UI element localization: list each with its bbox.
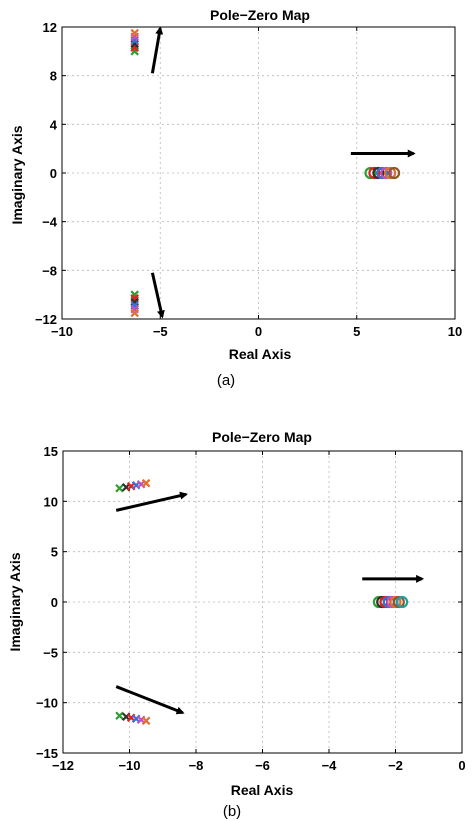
chart-title: Pole−Zero Map	[210, 7, 310, 23]
pole-marker	[115, 711, 124, 721]
y-tick-label: 8	[50, 69, 57, 84]
zero-marker	[376, 166, 389, 180]
y-tick-label: 15	[44, 444, 58, 459]
x-axis-label: Real Axis	[229, 346, 292, 362]
y-tick-label: −12	[35, 312, 57, 327]
x-tick-label: 0	[458, 758, 465, 773]
x-tick-label: −6	[255, 758, 270, 773]
x-tick-label: −10	[118, 758, 140, 773]
y-tick-label: −15	[36, 746, 58, 761]
pole-marker	[115, 483, 124, 493]
x-tick-label: −10	[51, 324, 73, 339]
zero-marker	[364, 166, 377, 180]
zero-marker	[384, 166, 397, 180]
chart-panel-b: Pole−Zero Map Real Axis Imaginary Axis (…	[7, 429, 466, 820]
trend-arrow	[115, 685, 185, 715]
y-tick-label: 0	[51, 595, 58, 610]
pole-marker	[141, 478, 151, 488]
trend-arrow	[150, 26, 164, 74]
y-tick-label: −5	[43, 645, 58, 660]
trend-arrow	[150, 272, 165, 319]
trend-arrow	[115, 491, 188, 512]
chart-title: Pole−Zero Map	[212, 429, 312, 445]
y-axis-label: Imaginary Axis	[9, 125, 25, 224]
x-tick-label: −5	[153, 324, 168, 339]
y-tick-label: −8	[42, 263, 57, 278]
y-axis-label: Imaginary Axis	[7, 552, 23, 651]
pole-marker	[141, 716, 151, 726]
x-tick-label: −8	[189, 758, 204, 773]
y-tick-label: 0	[50, 166, 57, 181]
zero-marker	[372, 166, 385, 180]
zero-marker	[380, 166, 393, 180]
y-tick-label: 4	[50, 117, 58, 132]
zero-marker	[368, 166, 381, 180]
x-tick-label: 0	[255, 324, 262, 339]
x-tick-label: −12	[52, 758, 74, 773]
y-tick-label: 12	[43, 20, 57, 35]
zero-marker	[387, 166, 401, 180]
pole-marker	[130, 308, 139, 318]
chart-panel-a: Pole−Zero Map Real Axis Imaginary Axis (…	[9, 7, 462, 389]
y-tick-label: −4	[42, 215, 58, 230]
y-tick-label: −10	[36, 696, 58, 711]
figure-caption: (b)	[223, 803, 241, 820]
x-tick-label: −4	[322, 758, 338, 773]
figure-caption: (a)	[217, 372, 235, 389]
y-tick-label: 5	[51, 545, 58, 560]
zero-marker	[396, 595, 409, 609]
x-tick-label: 5	[353, 324, 360, 339]
x-tick-label: −2	[388, 758, 403, 773]
y-tick-label: 10	[44, 494, 58, 509]
x-tick-label: 10	[448, 324, 462, 339]
pole-marker	[130, 28, 139, 38]
x-axis-label: Real Axis	[231, 782, 294, 798]
